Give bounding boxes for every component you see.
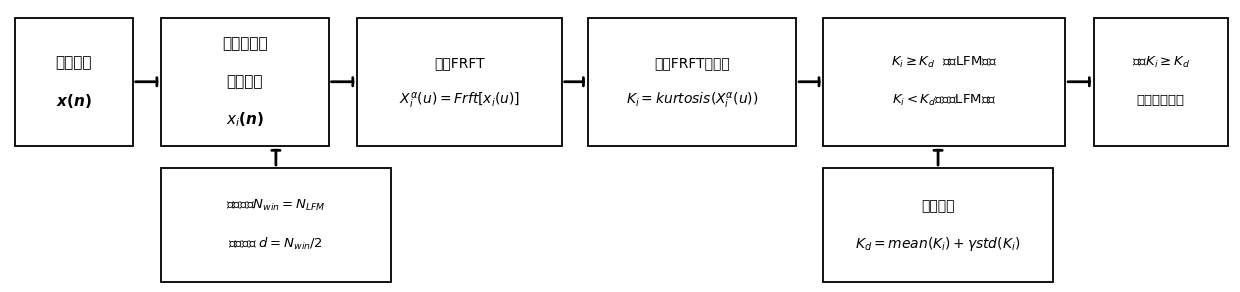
Text: $\boldsymbol{x(n)}$: $\boldsymbol{x(n)}$ [56,92,92,110]
Bar [161,168,391,282]
Text: 接收数据: 接收数据 [56,55,92,70]
Text: $K_i \geq K_d$  存在LFM信号: $K_i \geq K_d$ 存在LFM信号 [892,55,997,70]
Text: $K_i < K_d$不存在LFM信号: $K_i < K_d$不存在LFM信号 [892,93,997,108]
Text: 时间切片信号: 时间切片信号 [1137,94,1184,107]
Text: 最佳FRFT: 最佳FRFT [434,56,485,70]
Text: 计算FRFT谱峭度: 计算FRFT谱峭度 [653,56,730,70]
Text: $K_i=kurtosis(X_i^{\alpha}(u))$: $K_i=kurtosis(X_i^{\alpha}(u))$ [626,91,758,111]
Text: 数据分段: 数据分段 [227,74,263,89]
Text: $\boldsymbol{x_i(n)}$: $\boldsymbol{x_i(n)}$ [226,110,264,129]
Bar [823,18,1065,146]
Text: $X_i^{\alpha}(u)=Frft[x_i(u)]$: $X_i^{\alpha}(u)=Frft[x_i(u)]$ [399,91,520,111]
Text: $K_d=mean(K_i)+\gamma std(K_i)$: $K_d=mean(K_i)+\gamma std(K_i)$ [856,235,1021,253]
Text: 矩形窗长$N_{win}=N_{LFM}$: 矩形窗长$N_{win}=N_{LFM}$ [226,198,326,213]
Text: 滑动矩形窗: 滑动矩形窗 [222,36,268,51]
Bar [823,168,1053,282]
Bar [1094,18,1228,146]
Bar [161,18,329,146]
Bar [15,18,133,146]
Text: 判别阈值: 判别阈值 [921,199,955,213]
Bar [357,18,562,146]
Text: 重叠长度 $d=N_{win}/2$: 重叠长度 $d=N_{win}/2$ [228,236,324,252]
Text: 提取$K_i \geq K_d$: 提取$K_i \geq K_d$ [1132,55,1189,70]
Bar [588,18,796,146]
